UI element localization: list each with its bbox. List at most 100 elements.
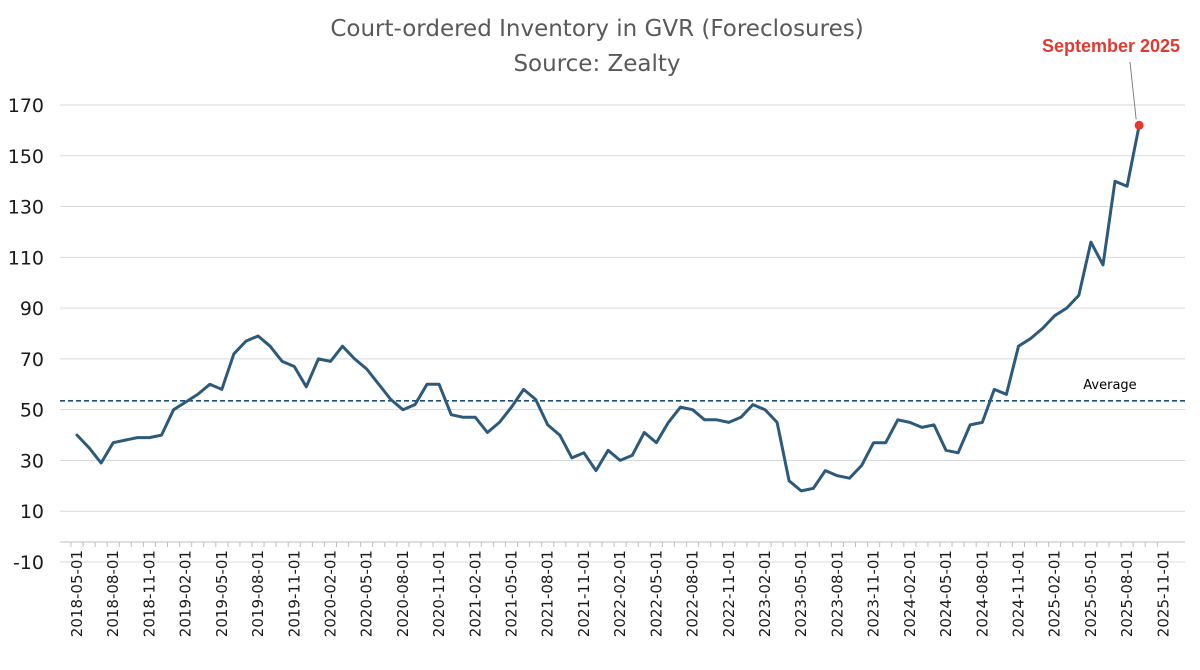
y-tick-label: 30 <box>20 450 44 472</box>
data-point <box>1077 294 1080 297</box>
highlight-point <box>1134 120 1144 130</box>
gridlines <box>60 104 1185 563</box>
data-point <box>800 489 803 492</box>
data-point <box>232 352 235 355</box>
data-point <box>426 383 429 386</box>
data-point <box>486 431 489 434</box>
data-point <box>896 418 899 421</box>
data-point <box>257 335 260 338</box>
data-point <box>1017 345 1020 348</box>
x-tick-label: 2025-08-01 <box>1118 550 1136 637</box>
data-point <box>932 423 935 426</box>
series-group <box>75 123 1141 493</box>
x-tick-label: 2022-08-01 <box>684 550 702 637</box>
data-point <box>631 454 634 457</box>
data-point <box>522 388 525 391</box>
x-tick-label: 2024-11-01 <box>1009 550 1027 637</box>
x-tick-label: 2020-11-01 <box>430 550 448 637</box>
average-label: Average <box>1083 378 1136 393</box>
data-point <box>474 416 477 419</box>
x-tick-label: 2023-08-01 <box>828 550 846 637</box>
data-point <box>269 345 272 348</box>
y-tick-label: 90 <box>20 298 44 320</box>
y-tick-label: 110 <box>8 247 44 269</box>
x-tick-label: 2024-02-01 <box>901 550 919 637</box>
series-line-foreclosures <box>75 123 1141 493</box>
data-point <box>546 423 549 426</box>
data-point <box>438 383 441 386</box>
data-point <box>317 357 320 360</box>
data-point <box>595 469 598 472</box>
data-point <box>751 403 754 406</box>
x-tick-label: 2024-05-01 <box>937 550 955 637</box>
x-tick-label: 2018-08-01 <box>104 550 122 637</box>
data-point <box>329 360 332 363</box>
data-point <box>76 434 79 437</box>
data-point <box>305 385 308 388</box>
data-point <box>220 388 223 391</box>
y-tick-label: 150 <box>8 146 44 168</box>
data-point <box>377 383 380 386</box>
data-point <box>498 421 501 424</box>
data-point <box>100 461 103 464</box>
data-point <box>1029 337 1032 340</box>
callout-group: September 2025 <box>1042 36 1180 130</box>
data-point <box>836 474 839 477</box>
data-point <box>534 398 537 401</box>
data-point <box>1101 263 1104 266</box>
data-point <box>667 421 670 424</box>
data-point <box>341 345 344 348</box>
data-point <box>703 418 706 421</box>
x-tick-label: 2020-05-01 <box>358 550 376 637</box>
data-point <box>908 421 911 424</box>
data-point <box>1041 327 1044 330</box>
y-axis: -10 10 30 50 70 90 110 130 150 170 <box>8 95 44 574</box>
data-point <box>353 357 356 360</box>
data-point <box>945 449 948 452</box>
data-point <box>763 408 766 411</box>
data-point <box>1089 241 1092 244</box>
x-tick-label: 2021-05-01 <box>503 550 521 637</box>
chart-title: Court-ordered Inventory in GVR (Foreclos… <box>330 16 863 42</box>
data-point <box>1005 393 1008 396</box>
x-tick-label: 2023-05-01 <box>792 550 810 637</box>
data-point <box>1053 314 1056 317</box>
x-tick-label: 2021-02-01 <box>466 550 484 637</box>
data-point <box>136 436 139 439</box>
x-tick-label: 2018-05-01 <box>68 550 86 637</box>
data-point <box>776 421 779 424</box>
data-point <box>401 408 404 411</box>
y-tick-label: 10 <box>20 501 44 523</box>
data-point <box>88 446 91 449</box>
data-point <box>244 340 247 343</box>
data-point <box>450 413 453 416</box>
x-tick-label: 2020-08-01 <box>394 550 412 637</box>
x-tick-label: 2024-08-01 <box>973 550 991 637</box>
average-reference: Average <box>60 378 1185 402</box>
data-point <box>413 403 416 406</box>
data-point <box>172 408 175 411</box>
x-tick-label: 2019-11-01 <box>285 550 303 637</box>
data-point <box>112 441 115 444</box>
data-point <box>884 441 887 444</box>
x-tick-label: 2021-11-01 <box>575 550 593 637</box>
data-point <box>293 365 296 368</box>
data-point <box>462 416 465 419</box>
x-tick-label: 2022-05-01 <box>647 550 665 637</box>
x-axis: 2018-05-01 2018-08-01 2018-11-01 2019-02-01… <box>60 541 1185 637</box>
x-tick-label: 2019-02-01 <box>177 550 195 637</box>
data-point <box>510 406 513 409</box>
data-point <box>208 383 211 386</box>
y-tick-label: 50 <box>20 400 44 422</box>
data-point <box>124 439 127 442</box>
data-point <box>679 406 682 409</box>
x-tick-label: 2023-11-01 <box>865 550 883 637</box>
y-tick-label: 70 <box>20 349 44 371</box>
x-tick-label: 2019-08-01 <box>249 550 267 637</box>
x-tick-label: 2019-05-01 <box>213 550 231 637</box>
data-point <box>196 393 199 396</box>
data-point <box>655 441 658 444</box>
x-tick-label: 2025-05-01 <box>1082 550 1100 637</box>
data-point <box>920 426 923 429</box>
data-point <box>1126 185 1129 188</box>
